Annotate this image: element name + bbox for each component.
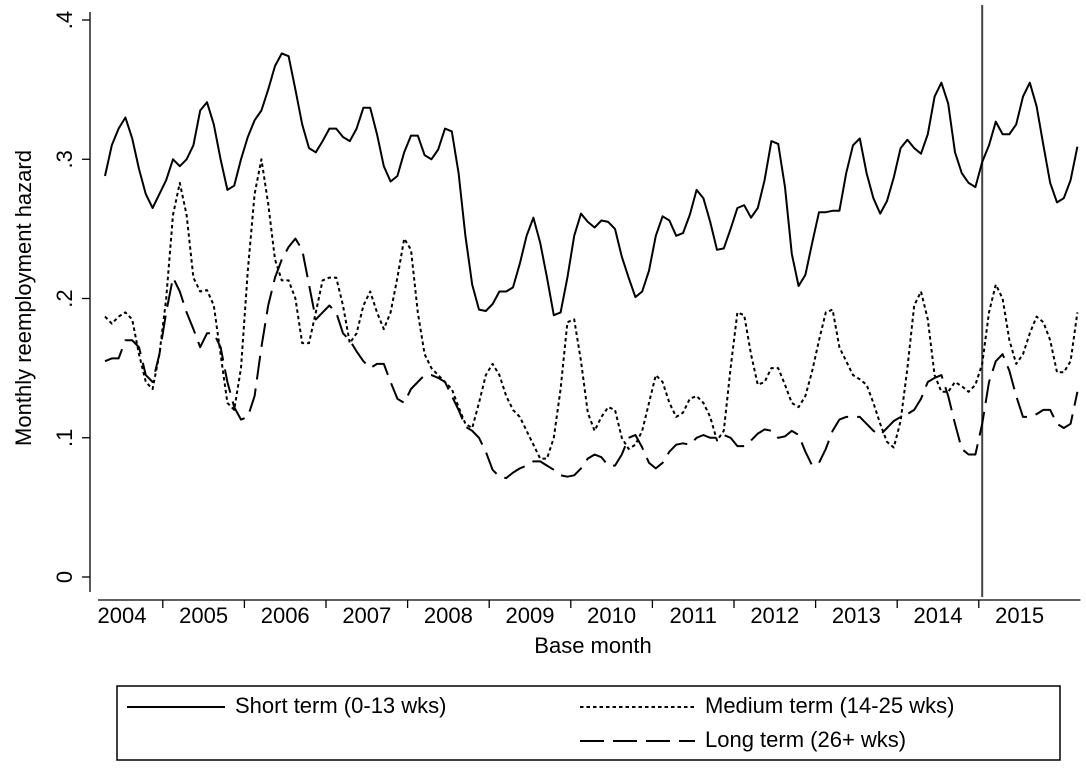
x-tick-label: 2011	[670, 603, 717, 628]
legend-box	[116, 685, 1061, 761]
legend-label: Long term (26+ wks)	[705, 727, 906, 752]
x-tick-label: 2004	[98, 603, 147, 628]
y-tick-label: .2	[52, 289, 77, 307]
x-tick-label: 2013	[832, 603, 881, 628]
y-axis-title: Monthly reemployment hazard	[11, 150, 36, 446]
x-tick-label: 2007	[342, 603, 391, 628]
x-tick-label: 2008	[424, 603, 473, 628]
legend-label: Medium term (14-25 wks)	[705, 693, 954, 718]
x-tick-label: 2005	[179, 603, 228, 628]
y-tick-label: .1	[52, 429, 77, 447]
series-line	[104, 52, 1079, 317]
x-axis-title: Base month	[534, 633, 651, 658]
legend-label: Short term (0-13 wks)	[235, 693, 447, 718]
series-line	[104, 158, 1079, 460]
x-tick-label: 2012	[750, 603, 799, 628]
x-tick-label: 2010	[587, 603, 636, 628]
series-line	[104, 237, 1079, 480]
x-tick-label: 2009	[506, 603, 555, 628]
y-tick-label: .3	[52, 150, 77, 168]
x-tick-label: 2006	[261, 603, 310, 628]
y-tick-label: .4	[52, 11, 77, 29]
x-tick-label: 2014	[914, 603, 963, 628]
x-tick-label: 2015	[995, 603, 1044, 628]
y-tick-label: 0	[52, 571, 77, 583]
